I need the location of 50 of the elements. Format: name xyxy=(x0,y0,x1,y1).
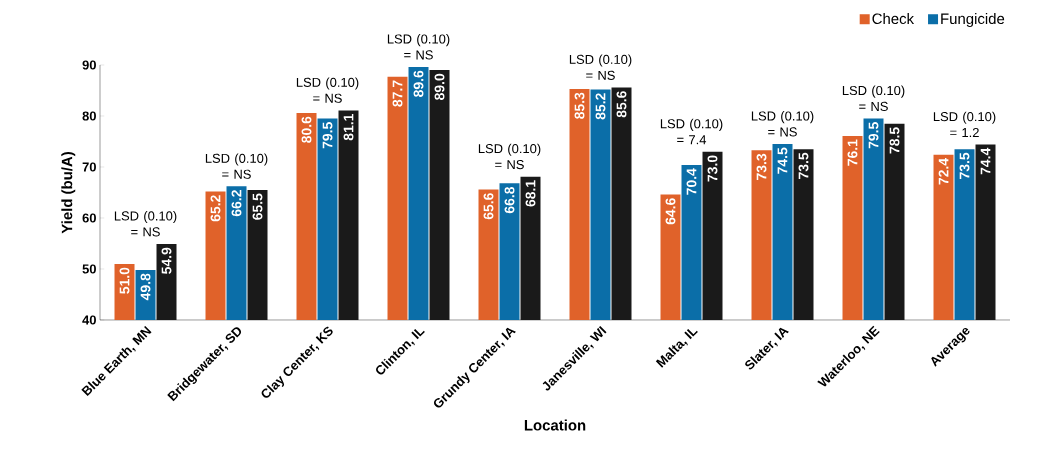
data-label: 89.0 xyxy=(434,73,445,100)
annotation: LSD (0.10) = NS xyxy=(205,153,268,179)
data-label: 68.1 xyxy=(525,180,536,207)
annotation: LSD (0.10) = 7.4 xyxy=(660,118,723,145)
data-label: 72.4 xyxy=(938,158,949,185)
y-tick-label: 60 xyxy=(82,213,96,223)
annotation: LSD (0.10) = NS xyxy=(478,143,541,170)
legend-label: Fungicide xyxy=(941,13,1005,27)
data-label: 65.5 xyxy=(252,193,263,220)
data-label: 73.5 xyxy=(959,152,970,179)
data-label: 74.4 xyxy=(980,147,991,175)
data-label: 74.5 xyxy=(777,147,788,174)
annotation: LSD (0.10) = NS xyxy=(842,85,905,112)
y-tick-label: 70 xyxy=(82,162,96,172)
legend-label: Check xyxy=(872,13,915,25)
data-label: 73.0 xyxy=(707,155,718,182)
y-tick-label: 40 xyxy=(82,315,96,325)
x-axis-title: Location xyxy=(524,419,586,431)
data-label: 81.1 xyxy=(343,113,354,141)
data-label: 85.6 xyxy=(616,91,627,118)
data-label: 85.3 xyxy=(574,92,585,119)
annotation: LSD (0.10) = NS xyxy=(569,54,632,80)
data-label: 76.1 xyxy=(847,139,858,166)
data-label: 70.4 xyxy=(686,168,697,195)
annotation: LSD (0.10) = NS xyxy=(751,111,814,137)
data-label: 78.5 xyxy=(889,127,900,154)
annotation: LSD (0.10) = NS xyxy=(114,211,177,237)
data-label: 54.9 xyxy=(161,247,172,274)
annotation: LSD (0.10) = 1.2 xyxy=(933,111,996,138)
data-label: 65.6 xyxy=(483,193,494,220)
data-label: 79.5 xyxy=(322,122,333,149)
data-label: 73.5 xyxy=(798,152,809,179)
y-axis-title: Yield (bu/A) xyxy=(61,152,76,234)
data-label: 64.6 xyxy=(665,198,676,225)
data-label: 73.3 xyxy=(756,153,767,180)
data-label: 85.2 xyxy=(595,93,606,120)
y-tick-label: 90 xyxy=(82,60,96,70)
data-label: 49.8 xyxy=(140,273,151,301)
y-tick-label: 50 xyxy=(82,264,96,274)
text: LSD (0.10) = NS xyxy=(387,34,450,60)
data-label: 51.0 xyxy=(119,267,130,294)
data-label: 66.8 xyxy=(504,186,515,214)
data-label: 65.2 xyxy=(210,195,221,222)
data-label: 66.2 xyxy=(231,190,242,217)
data-label: 89.6 xyxy=(413,70,424,97)
y-tick-label: 80 xyxy=(82,111,96,121)
data-label: 79.5 xyxy=(868,122,879,149)
data-label: 87.7 xyxy=(392,80,403,107)
data-label: 80.6 xyxy=(301,116,312,143)
annotation: LSD (0.10) = NS xyxy=(296,77,359,103)
